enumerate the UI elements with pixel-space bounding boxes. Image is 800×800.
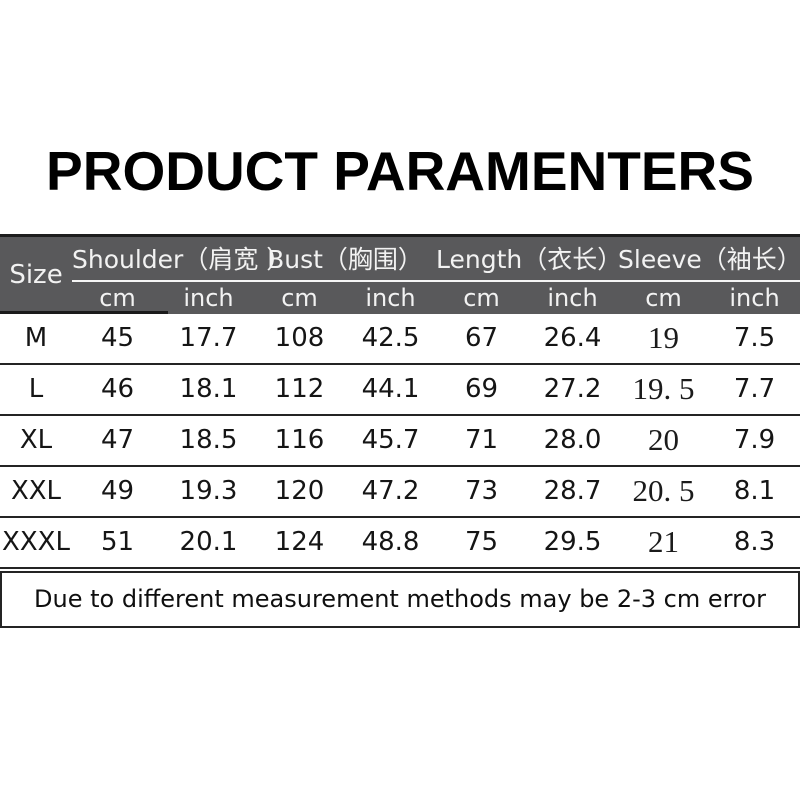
- value-cell: 124: [254, 516, 345, 569]
- size-chart: Size Shoulder（肩宽 ） Bust（胸围） Length（衣长） S…: [0, 233, 800, 569]
- size-cell: XXXL: [0, 516, 72, 569]
- value-cell: 8.3: [709, 516, 800, 569]
- size-cell: XL: [0, 414, 72, 467]
- value-cell: 47.2: [345, 465, 437, 518]
- value-cell: 48.8: [345, 516, 437, 569]
- value-cell: 21: [618, 516, 710, 569]
- value-cell: 7.5: [709, 313, 800, 365]
- table-row-xl: XL 47 18.5 116 45.7 71 28.0 20 7.9: [0, 414, 800, 467]
- unit-header-length-inch: inch: [527, 280, 619, 314]
- size-column-underline: [0, 310, 168, 314]
- size-table: Size Shoulder（肩宽 ） Bust（胸围） Length（衣长） S…: [0, 233, 800, 569]
- column-header-shoulder: Shoulder（肩宽 ）: [72, 233, 291, 282]
- value-cell: 45.7: [345, 414, 437, 467]
- value-cell: 28.0: [527, 414, 619, 467]
- value-cell: 71: [436, 414, 528, 467]
- table-header: Size Shoulder（肩宽 ） Bust（胸围） Length（衣长） S…: [0, 233, 800, 314]
- value-cell: 47: [72, 414, 163, 467]
- unit-header-sleeve-inch: inch: [709, 280, 800, 314]
- value-cell: 112: [254, 363, 345, 416]
- size-cell: M: [0, 313, 72, 365]
- column-header-size: Size: [0, 233, 72, 314]
- unit-header-sleeve-cm: cm: [618, 280, 710, 314]
- value-cell: 19. 5: [618, 363, 710, 416]
- measurement-note-text: Due to different measurement methods may…: [34, 585, 766, 614]
- unit-header-length-cm: cm: [436, 280, 528, 314]
- unit-header-bust-cm: cm: [254, 280, 345, 314]
- value-cell: 26.4: [527, 313, 619, 365]
- value-cell: 73: [436, 465, 528, 518]
- unit-header-shoulder-cm: cm: [72, 280, 163, 314]
- value-cell: 75: [436, 516, 528, 569]
- table-row-m: M 45 17.7 108 42.5 67 26.4 19 7.5: [0, 313, 800, 365]
- value-cell: 45: [72, 313, 163, 365]
- value-cell: 67: [436, 313, 528, 365]
- value-cell: 27.2: [527, 363, 619, 416]
- table-row-xxxl: XXXL 51 20.1 124 48.8 75 29.5 21 8.3: [0, 516, 800, 569]
- value-cell: 29.5: [527, 516, 619, 569]
- value-cell: 69: [436, 363, 528, 416]
- table-row-xxl: XXL 49 19.3 120 47.2 73 28.7 20. 5 8.1: [0, 465, 800, 518]
- value-cell: 51: [72, 516, 163, 569]
- value-cell: 42.5: [345, 313, 437, 365]
- measurement-note-box: Due to different measurement methods may…: [0, 570, 800, 628]
- unit-header-shoulder-inch: inch: [163, 280, 254, 314]
- value-cell: 8.1: [709, 465, 800, 518]
- value-cell: 28.7: [527, 465, 619, 518]
- size-cell: XXL: [0, 465, 72, 518]
- value-cell: 7.7: [709, 363, 800, 416]
- value-cell: 19.3: [163, 465, 254, 518]
- value-cell: 18.1: [163, 363, 254, 416]
- value-cell: 116: [254, 414, 345, 467]
- value-cell: 46: [72, 363, 163, 416]
- value-cell: 20: [618, 414, 710, 467]
- value-cell: 18.5: [163, 414, 254, 467]
- value-cell: 20.1: [163, 516, 254, 569]
- page-title: PRODUCT PARAMENTERS: [46, 140, 754, 202]
- value-cell: 108: [254, 313, 345, 365]
- value-cell: 44.1: [345, 363, 437, 416]
- column-header-bust: Bust（胸围）: [254, 233, 437, 282]
- value-cell: 19: [618, 313, 710, 365]
- value-cell: 7.9: [709, 414, 800, 467]
- value-cell: 20. 5: [618, 465, 710, 518]
- column-header-sleeve: Sleeve（袖长）: [618, 233, 800, 282]
- column-header-length: Length（衣长）: [436, 233, 622, 282]
- size-cell: L: [0, 363, 72, 416]
- value-cell: 120: [254, 465, 345, 518]
- value-cell: 49: [72, 465, 163, 518]
- table-row-l: L 46 18.1 112 44.1 69 27.2 19. 5 7.7: [0, 363, 800, 416]
- table-body: M 45 17.7 108 42.5 67 26.4 19 7.5 L 46 1…: [0, 313, 800, 569]
- unit-header-bust-inch: inch: [345, 280, 437, 314]
- value-cell: 17.7: [163, 313, 254, 365]
